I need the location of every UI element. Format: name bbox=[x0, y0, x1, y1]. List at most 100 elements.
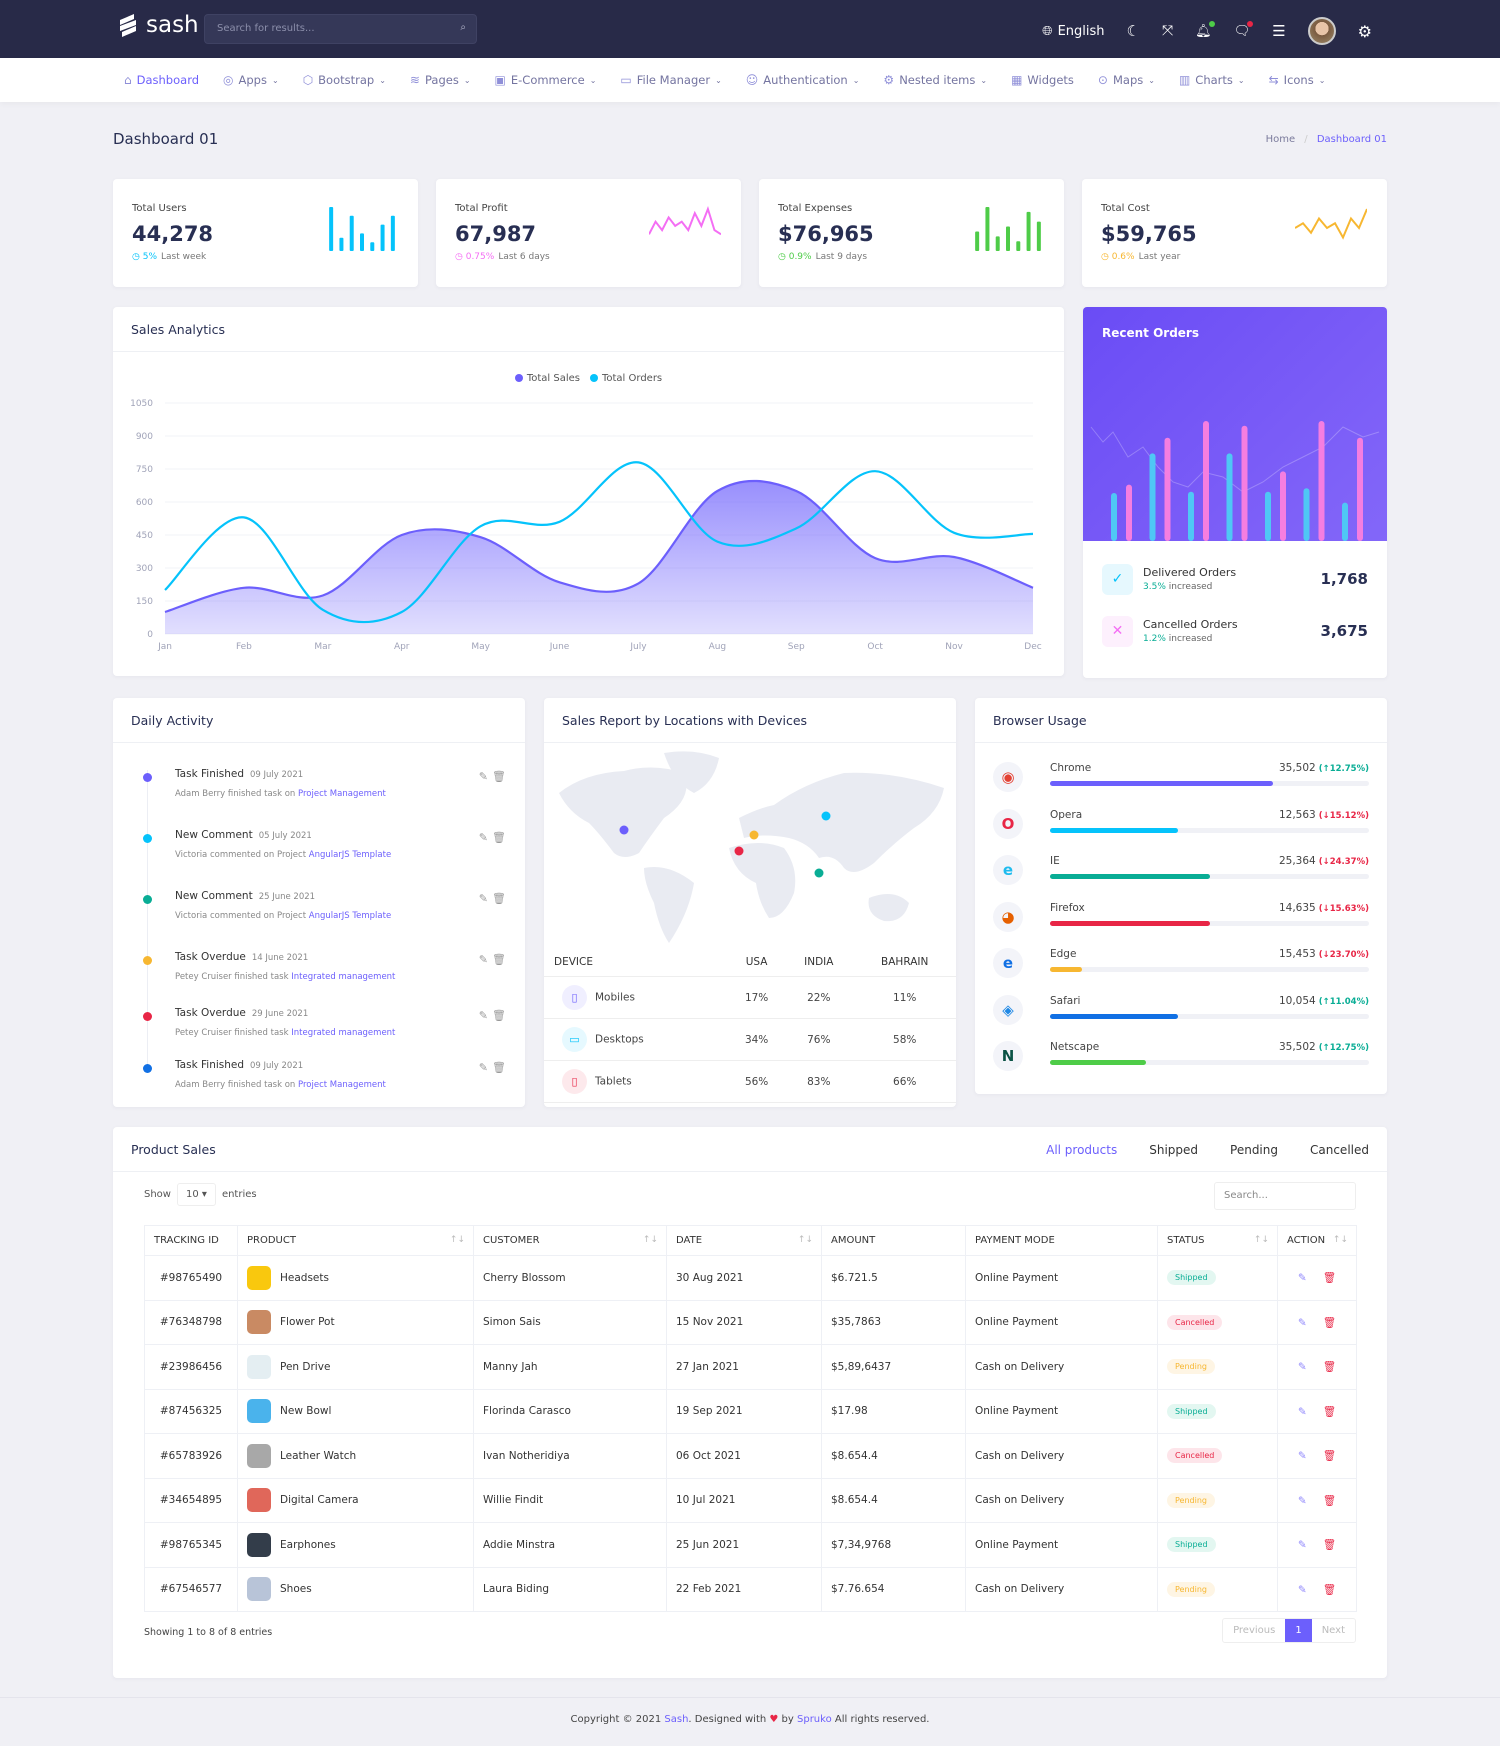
nav-item-charts[interactable]: ▥ Charts ⌄ bbox=[1179, 73, 1245, 87]
card-title: Product Sales bbox=[113, 1127, 1387, 1172]
edit-icon[interactable]: ✎ bbox=[1297, 1272, 1307, 1285]
activity-link[interactable]: Integrated management bbox=[291, 972, 396, 982]
map-marker[interactable] bbox=[734, 846, 744, 856]
gear-icon[interactable]: ⚙ bbox=[1357, 21, 1372, 41]
column-label: PAYMENT MODE bbox=[975, 1235, 1055, 1246]
nav-item-nested-items[interactable]: ⚙ Nested items ⌄ bbox=[883, 73, 987, 87]
pagination-previous[interactable]: Previous bbox=[1233, 1625, 1276, 1636]
brand-link[interactable]: Sash bbox=[664, 1714, 689, 1725]
trash-icon[interactable]: 🗑︎ bbox=[492, 770, 506, 783]
legend-item[interactable]: Total Sales bbox=[514, 373, 580, 384]
sort-icon[interactable]: ↑↓ bbox=[1332, 1235, 1348, 1245]
table-row: #67546577 Shoes Laura Biding 22 Feb 2021 $7.… bbox=[144, 1566, 1357, 1612]
breadcrumb-home[interactable]: Home bbox=[1265, 134, 1296, 145]
menu-icon[interactable]: ☰ bbox=[1272, 22, 1286, 40]
column-header[interactable]: CUSTOMER ↑↓ bbox=[473, 1225, 667, 1256]
nav-item-e-commerce[interactable]: ▣ E-Commerce ⌄ bbox=[495, 73, 597, 87]
map-marker[interactable] bbox=[619, 825, 629, 835]
nav-item-authentication[interactable]: ☺ Authentication ⌄ bbox=[746, 73, 860, 87]
edit-icon[interactable]: ✎ bbox=[478, 892, 488, 905]
activity-link[interactable]: Project Management bbox=[298, 1080, 386, 1090]
column-header[interactable]: STATUS ↑↓ bbox=[1157, 1225, 1278, 1256]
nav-item-dashboard[interactable]: ⌂ Dashboard bbox=[124, 73, 199, 87]
trash-icon[interactable]: 🗑︎ bbox=[1322, 1361, 1337, 1374]
fullscreen-icon[interactable]: ⤧ bbox=[1161, 23, 1174, 39]
timeline-dot bbox=[143, 773, 152, 782]
recent-orders-card: Recent Orders ✓ Delivered Orders 3.5% incr… bbox=[1083, 307, 1387, 678]
company-link[interactable]: Spruko bbox=[797, 1714, 832, 1725]
nav-item-pages[interactable]: ≋ Pages ⌄ bbox=[410, 73, 471, 87]
order-date: 27 Jan 2021 bbox=[666, 1344, 822, 1390]
column-header[interactable]: DATE ↑↓ bbox=[666, 1225, 822, 1256]
tab-pending[interactable]: Pending bbox=[1230, 1143, 1278, 1157]
trash-icon[interactable]: 🗑︎ bbox=[1322, 1316, 1337, 1329]
nav-item-bootstrap[interactable]: ⬡ Bootstrap ⌄ bbox=[303, 73, 386, 87]
trash-icon[interactable]: 🗑︎ bbox=[492, 1009, 506, 1022]
entries-length: Show 10 ▾ entries bbox=[144, 1183, 257, 1206]
edit-icon[interactable]: ✎ bbox=[1297, 1405, 1307, 1418]
activity-link[interactable]: Integrated management bbox=[291, 1028, 396, 1038]
trash-icon[interactable]: 🗑︎ bbox=[492, 953, 506, 966]
trash-icon[interactable]: 🗑︎ bbox=[1322, 1405, 1337, 1418]
edit-icon[interactable]: ✎ bbox=[1297, 1316, 1307, 1329]
nav-item-file-manager[interactable]: ▭ File Manager ⌄ bbox=[620, 73, 721, 87]
map-marker[interactable] bbox=[749, 830, 759, 840]
column-header[interactable]: ACTION ↑↓ bbox=[1277, 1225, 1357, 1256]
trash-icon[interactable]: 🗑︎ bbox=[1322, 1539, 1337, 1552]
messages-icon[interactable]: 🗨︎ bbox=[1233, 20, 1253, 39]
trash-icon[interactable]: 🗑︎ bbox=[1322, 1583, 1337, 1596]
pagination-next[interactable]: Next bbox=[1321, 1625, 1345, 1636]
dark-mode-icon[interactable]: ☾ bbox=[1126, 22, 1140, 40]
column-header[interactable]: PRODUCT ↑↓ bbox=[237, 1225, 474, 1256]
activity-link[interactable]: AngularJS Template bbox=[308, 850, 392, 860]
notification-bell-icon[interactable]: 🔔︎ bbox=[1195, 20, 1215, 39]
legend-item[interactable]: Total Orders bbox=[589, 373, 662, 384]
nav-item-icons[interactable]: ⇆ Icons ⌄ bbox=[1269, 73, 1326, 87]
pagination-page-1[interactable]: 1 bbox=[1285, 1619, 1312, 1642]
product-sales-table: TRACKING ID PRODUCT ↑↓ CUSTOMER ↑↓ DATE ↑↓ AMOU… bbox=[144, 1225, 1357, 1612]
trash-icon[interactable]: 🗑︎ bbox=[492, 1061, 506, 1074]
map-marker[interactable] bbox=[821, 811, 831, 821]
entries-select[interactable]: 10 ▾ bbox=[176, 1183, 216, 1206]
card-title: Sales Analytics bbox=[113, 307, 1064, 352]
search-icon[interactable]: ⌕ bbox=[460, 22, 466, 33]
nav-item-maps[interactable]: ⊙ Maps ⌄ bbox=[1098, 73, 1155, 87]
edit-icon[interactable]: ✎ bbox=[1297, 1494, 1307, 1507]
package-icon: ⬡ bbox=[302, 73, 314, 87]
edit-icon[interactable]: ✎ bbox=[1297, 1583, 1307, 1596]
brand-logo[interactable]: sash bbox=[116, 12, 199, 38]
edit-icon[interactable]: ✎ bbox=[478, 1061, 488, 1074]
edit-icon[interactable]: ✎ bbox=[1297, 1450, 1307, 1463]
table-search-input[interactable]: Search... bbox=[1214, 1182, 1356, 1210]
activity-link[interactable]: Project Management bbox=[298, 789, 386, 799]
sort-icon[interactable]: ↑↓ bbox=[449, 1235, 465, 1245]
language-selector[interactable]: 🌐︎ English bbox=[1042, 24, 1104, 39]
language-label: English bbox=[1057, 23, 1105, 39]
tab-cancelled[interactable]: Cancelled bbox=[1310, 1143, 1369, 1157]
edit-icon[interactable]: ✎ bbox=[478, 770, 488, 783]
bar-delivered bbox=[1188, 491, 1194, 541]
trash-icon[interactable]: 🗑︎ bbox=[1322, 1494, 1337, 1507]
activity-link[interactable]: AngularJS Template bbox=[308, 911, 392, 921]
trash-icon[interactable]: 🗑︎ bbox=[492, 892, 506, 905]
trash-icon[interactable]: 🗑︎ bbox=[492, 831, 506, 844]
edit-icon[interactable]: ✎ bbox=[1297, 1361, 1307, 1374]
tab-shipped[interactable]: Shipped bbox=[1149, 1143, 1199, 1157]
search-input[interactable]: Search for results... ⌕ bbox=[204, 14, 477, 44]
user-avatar[interactable] bbox=[1307, 17, 1336, 45]
trash-icon[interactable]: 🗑︎ bbox=[1322, 1450, 1337, 1463]
edit-icon[interactable]: ✎ bbox=[478, 831, 488, 844]
trash-icon[interactable]: 🗑︎ bbox=[1322, 1272, 1337, 1285]
sort-icon[interactable]: ↑↓ bbox=[642, 1235, 658, 1245]
edge-icon: e bbox=[993, 948, 1023, 978]
edit-icon[interactable]: ✎ bbox=[1297, 1539, 1307, 1552]
edit-icon[interactable]: ✎ bbox=[478, 1009, 488, 1022]
map-marker[interactable] bbox=[814, 868, 824, 878]
edit-icon[interactable]: ✎ bbox=[478, 953, 488, 966]
sort-icon[interactable]: ↑↓ bbox=[1253, 1235, 1269, 1245]
sort-icon[interactable]: ↑↓ bbox=[797, 1235, 813, 1245]
nav-item-apps[interactable]: ◎ Apps ⌄ bbox=[223, 73, 279, 87]
device-percent: 76% bbox=[784, 1018, 854, 1061]
nav-item-widgets[interactable]: ▦ Widgets bbox=[1011, 73, 1074, 87]
tab-all-products[interactable]: All products bbox=[1046, 1143, 1118, 1157]
